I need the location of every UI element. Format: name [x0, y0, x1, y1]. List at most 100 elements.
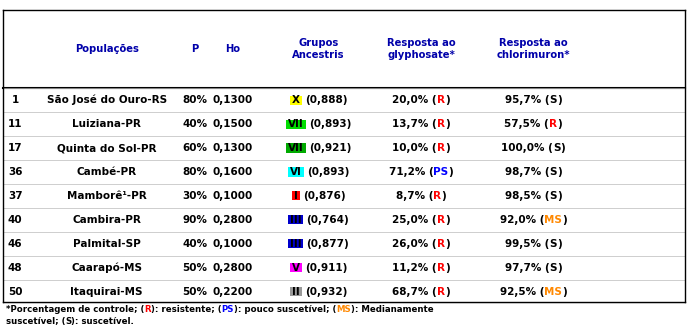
Text: ): ) [445, 95, 450, 105]
Text: 11: 11 [8, 119, 23, 129]
Text: R: R [433, 191, 442, 201]
Text: 20,0% (: 20,0% ( [392, 95, 437, 105]
Text: ): ) [557, 95, 561, 105]
Bar [286, 120, 305, 129]
Text: Cambira-PR: Cambira-PR [72, 215, 141, 225]
Text: 25,0% (: 25,0% ( [392, 215, 437, 225]
Text: *Porcentagem de controle; (: *Porcentagem de controle; ( [6, 305, 144, 314]
Text: R: R [437, 143, 445, 153]
Text: ): ) [445, 239, 450, 249]
Text: 0,1300: 0,1300 [213, 143, 252, 153]
Text: ): ) [561, 143, 566, 153]
Text: PS: PS [221, 305, 234, 314]
Text: S: S [550, 167, 557, 177]
Text: ): ) [557, 167, 561, 177]
Text: ): ) [557, 191, 561, 201]
Text: ): ) [445, 263, 450, 273]
Text: (0,932): (0,932) [305, 286, 347, 297]
Text: 97,7% (: 97,7% ( [505, 263, 550, 273]
Text: R: R [437, 263, 445, 273]
Text: V: V [292, 263, 300, 273]
Text: 50%: 50% [182, 286, 207, 297]
Text: ): ) [445, 119, 450, 129]
Text: Resposta ao
chlorimuron*: Resposta ao chlorimuron* [496, 38, 570, 60]
Text: Grupos
Ancestris: Grupos Ancestris [292, 38, 345, 60]
Text: 92,5% (: 92,5% ( [499, 286, 544, 297]
Text: MS: MS [544, 215, 562, 225]
Text: 80%: 80% [182, 95, 207, 105]
Text: ): ) [449, 167, 453, 177]
Text: ): ) [562, 215, 567, 225]
Bar [288, 239, 303, 248]
Text: (0,911): (0,911) [305, 263, 347, 273]
Text: (0,888): (0,888) [305, 95, 347, 105]
Text: Luiziana-PR: Luiziana-PR [72, 119, 141, 129]
Text: S: S [553, 143, 561, 153]
Text: P: P [191, 44, 198, 54]
Text: Cambé-PR: Cambé-PR [76, 167, 137, 177]
Bar [290, 263, 302, 272]
Text: 80%: 80% [182, 167, 207, 177]
Text: VII: VII [288, 119, 303, 129]
Text: 90%: 90% [182, 215, 207, 225]
Text: 11,2% (: 11,2% ( [392, 263, 437, 273]
Text: MS: MS [336, 305, 351, 314]
Text: 10,0% (: 10,0% ( [392, 143, 437, 153]
Text: 48: 48 [8, 263, 23, 273]
Text: Mamborê¹-PR: Mamborê¹-PR [67, 191, 147, 201]
Text: S: S [550, 263, 557, 273]
Text: ): suscetível.: ): suscetível. [72, 317, 134, 326]
Text: I: I [294, 191, 298, 201]
Bar [288, 215, 303, 224]
Text: suscetível; (: suscetível; ( [6, 317, 65, 326]
Text: Caarapó-MS: Caarapó-MS [71, 262, 142, 273]
Text: 50: 50 [8, 286, 23, 297]
Text: 0,2200: 0,2200 [213, 286, 252, 297]
Text: ): ) [557, 239, 561, 249]
Text: 57,5% (: 57,5% ( [504, 119, 549, 129]
Text: ): ) [557, 263, 561, 273]
Text: Resposta ao
glyphosate*: Resposta ao glyphosate* [387, 38, 455, 60]
Text: II: II [292, 286, 300, 297]
Text: R: R [549, 119, 557, 129]
Text: Palmital-SP: Palmital-SP [73, 239, 140, 249]
Text: 0,1000: 0,1000 [213, 191, 252, 201]
Bar [286, 144, 305, 153]
Text: R: R [437, 95, 445, 105]
Text: III: III [290, 239, 301, 249]
Text: PS: PS [433, 167, 449, 177]
Text: 68,7% (: 68,7% ( [392, 286, 437, 297]
Text: 36: 36 [8, 167, 23, 177]
Text: Ho: Ho [225, 44, 240, 54]
Text: S: S [549, 191, 557, 201]
Text: S: S [549, 239, 557, 249]
Text: ): ) [445, 143, 450, 153]
Text: 26,0% (: 26,0% ( [392, 239, 437, 249]
Text: 0,1600: 0,1600 [213, 167, 252, 177]
Bar [288, 167, 304, 177]
Text: III: III [290, 215, 301, 225]
Text: ): pouco suscetível; (: ): pouco suscetível; ( [234, 305, 336, 314]
Text: MS: MS [544, 286, 562, 297]
Text: 40%: 40% [182, 119, 207, 129]
Text: 37: 37 [8, 191, 23, 201]
Text: 71,2% (: 71,2% ( [389, 167, 433, 177]
Bar [292, 191, 300, 200]
Text: 100,0% (: 100,0% ( [501, 143, 553, 153]
Text: ): ) [557, 119, 562, 129]
Text: (0,876): (0,876) [303, 191, 345, 201]
Text: 46: 46 [8, 239, 23, 249]
Text: 40: 40 [8, 215, 23, 225]
Text: 95,7% (: 95,7% ( [505, 95, 550, 105]
Text: 0,1300: 0,1300 [213, 95, 252, 105]
Text: R: R [437, 239, 445, 249]
Text: Populações: Populações [75, 44, 138, 54]
Text: R: R [437, 286, 445, 297]
Text: (0,893): (0,893) [309, 119, 351, 129]
Text: 0,2800: 0,2800 [213, 263, 252, 273]
Text: Quinta do Sol-PR: Quinta do Sol-PR [57, 143, 156, 153]
Text: 0,2800: 0,2800 [213, 215, 252, 225]
Text: 30%: 30% [182, 191, 207, 201]
Text: ): resistente; (: ): resistente; ( [151, 305, 221, 314]
Text: (0,921): (0,921) [309, 143, 351, 153]
